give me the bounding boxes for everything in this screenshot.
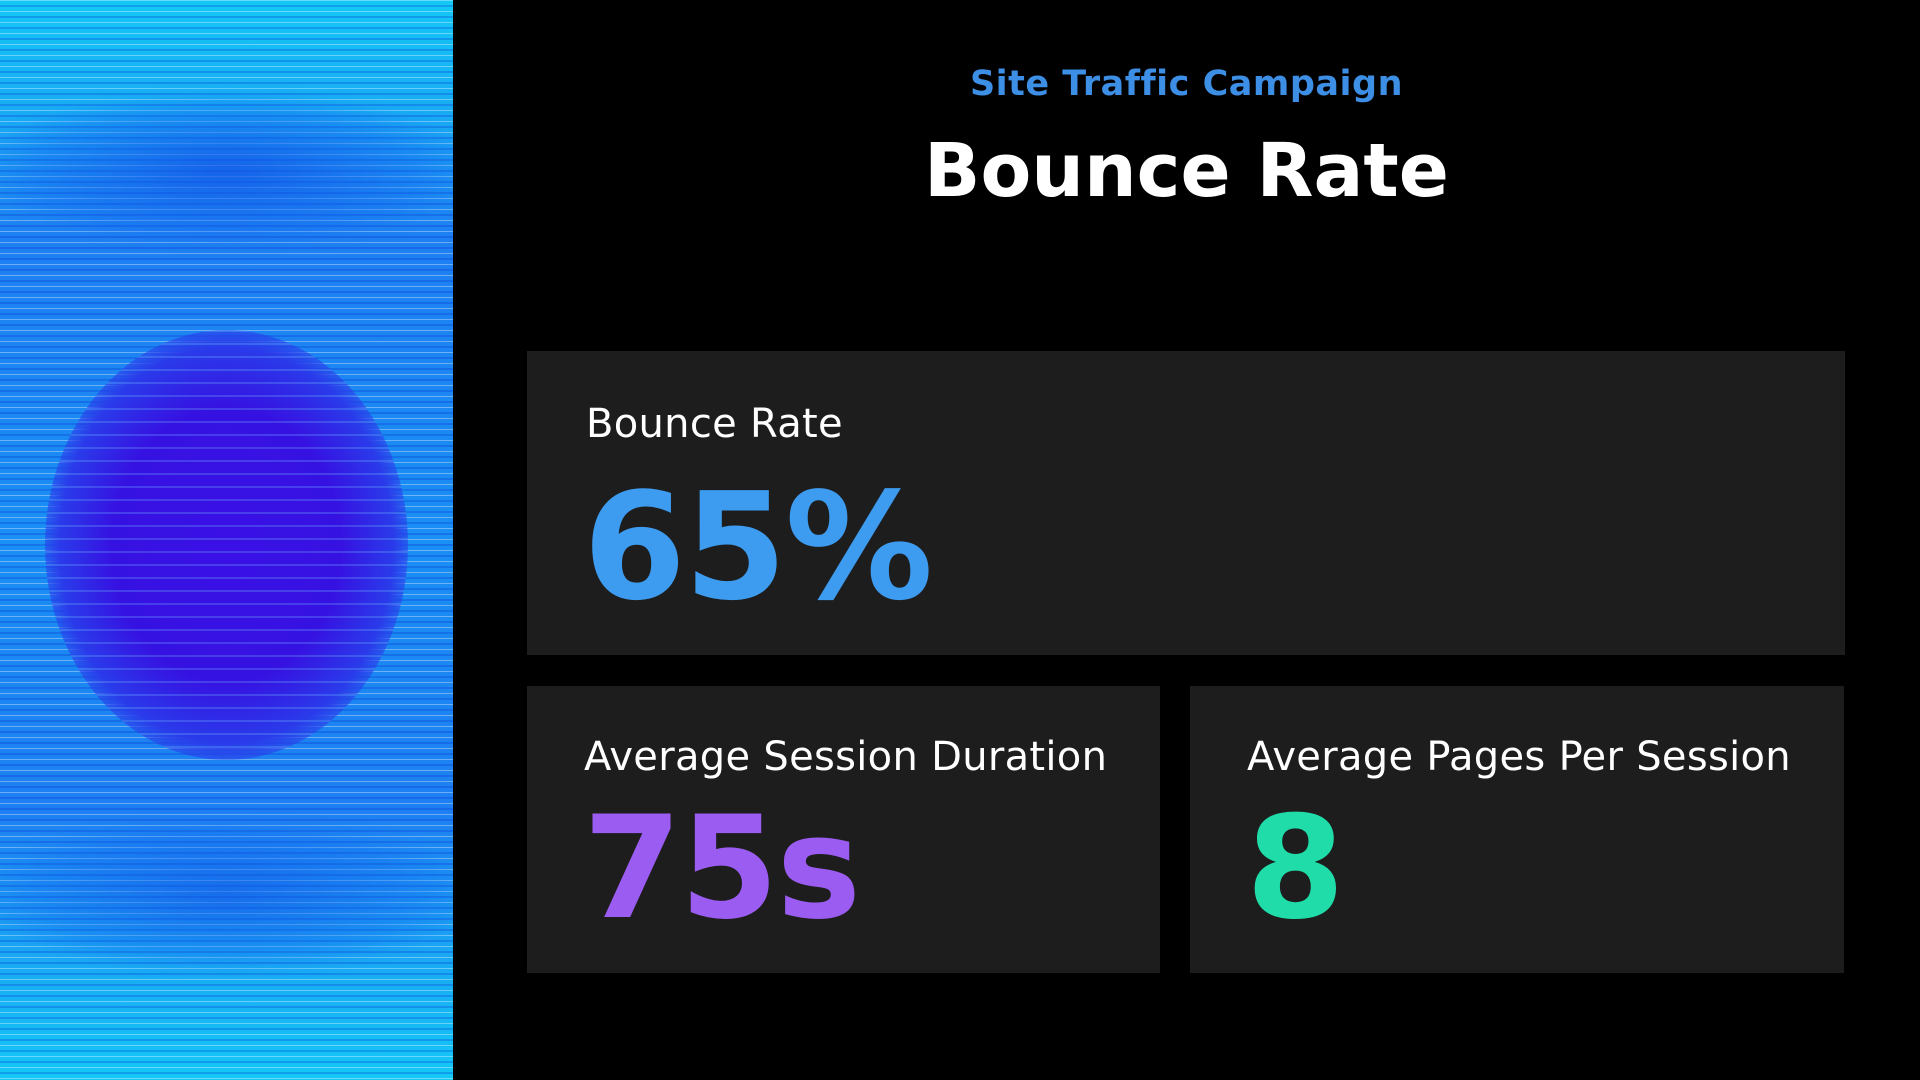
art-glow-top	[0, 95, 453, 245]
decorative-art-panel	[0, 0, 453, 1080]
page-title: Bounce Rate	[924, 128, 1449, 214]
bounce-rate-label: Bounce Rate	[586, 401, 843, 447]
session-duration-label: Average Session Duration	[584, 734, 1108, 780]
art-orb	[45, 330, 408, 760]
session-duration-value: 75s	[583, 786, 861, 951]
pages-per-session-label: Average Pages Per Session	[1247, 734, 1791, 780]
campaign-subtitle: Site Traffic Campaign	[969, 64, 1404, 104]
bounce-rate-value: 65%	[583, 461, 933, 633]
session-duration-card: Average Session Duration 75s	[527, 686, 1160, 973]
art-orb-lines	[45, 330, 408, 760]
pages-per-session-value: 8	[1246, 786, 1345, 951]
art-glow-bottom	[0, 820, 453, 970]
pages-per-session-card: Average Pages Per Session 8	[1190, 686, 1844, 973]
bounce-rate-card: Bounce Rate 65%	[527, 351, 1845, 655]
